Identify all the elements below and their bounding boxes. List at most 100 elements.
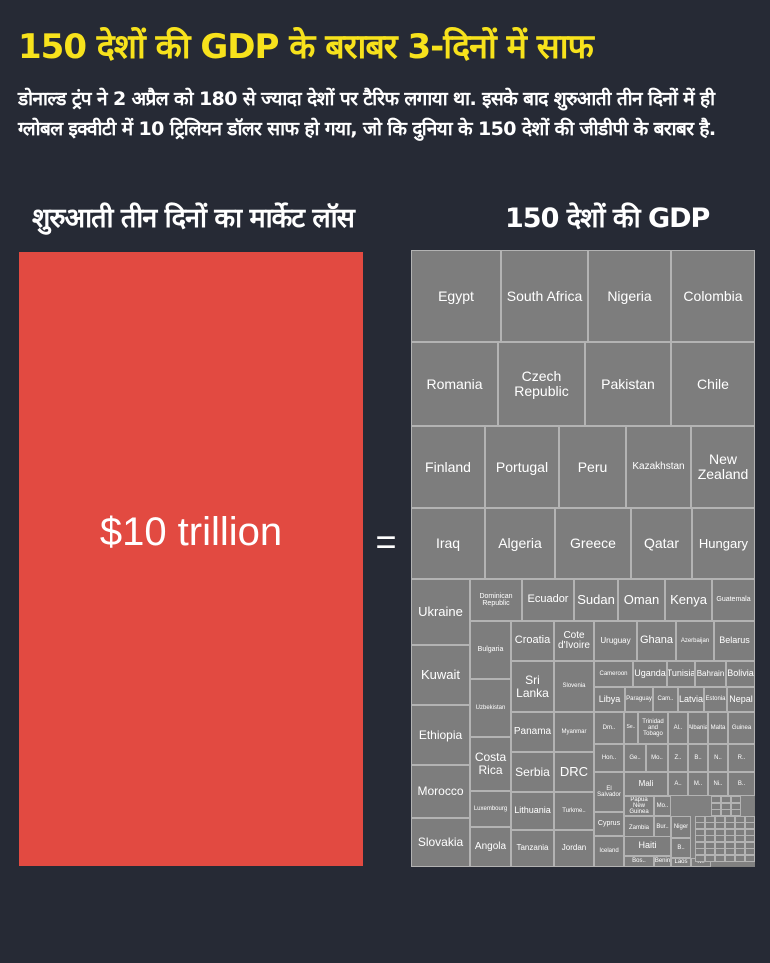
treemap-cell: B..: [688, 744, 708, 772]
treemap-cell: Panama: [511, 712, 554, 752]
treemap-cell: Cyprus: [594, 812, 624, 836]
treemap-cell: Sri Lanka: [511, 661, 554, 712]
treemap-cell: Greece: [555, 508, 631, 579]
treemap-cell: Nepal: [727, 687, 755, 712]
treemap-small-cell: [705, 854, 715, 862]
treemap-cell: Mo..: [654, 796, 671, 816]
treemap-cell: New Zealand: [691, 426, 755, 508]
treemap-cell: Azerbaijan: [676, 621, 714, 661]
treemap-cell: Costa Rica: [470, 737, 511, 791]
subtitle-line-1: डोनाल्ड ट्रंप ने 2 अप्रैल को 180 से ज्या…: [18, 88, 715, 110]
treemap-cell: M..: [688, 772, 708, 796]
treemap-cell: Trinidad and Tobago: [638, 712, 668, 744]
treemap-cell: El Salvador: [594, 772, 624, 812]
subtitle-line-2: ग्लोबल इक्वीटी में 10 ट्रिलियन डॉलर साफ …: [18, 118, 716, 140]
treemap-cell: Finland: [411, 426, 485, 508]
treemap-cell: Chile: [671, 342, 755, 426]
page-title: 150 देशों की GDP के बराबर 3-दिनों में सा…: [18, 27, 594, 67]
treemap-cell: B..: [671, 838, 691, 858]
treemap-cell: Estonia: [704, 687, 727, 712]
treemap-cell: Uganda: [633, 661, 667, 687]
treemap-cell: Ghana: [637, 621, 676, 661]
treemap-cell: B..: [728, 772, 755, 796]
treemap-small-cell: [695, 854, 705, 862]
treemap-cell: Z..: [668, 744, 688, 772]
treemap-cell: Ni..: [708, 772, 728, 796]
loss-value: $10 trillion: [99, 510, 283, 554]
treemap-cell: Algeria: [485, 508, 555, 579]
treemap-cell: DRC: [554, 752, 594, 792]
treemap-cell: Croatia: [511, 621, 554, 661]
gdp-treemap: Egypt South Africa Nigeria Colombia Romania C…: [411, 250, 755, 867]
treemap-cell: Paraguay: [625, 687, 653, 712]
treemap-cell: Turkme..: [554, 792, 594, 830]
treemap-cell: Colombia: [671, 250, 755, 342]
treemap-cell: Tanzania: [511, 830, 554, 867]
treemap-cell: Portugal: [485, 426, 559, 508]
treemap-cell: Se..: [624, 712, 638, 744]
treemap-cell: Kuwait: [411, 645, 470, 705]
treemap-small-cell: [735, 854, 745, 862]
treemap-cell: Tunisia: [667, 661, 695, 687]
treemap-cell: Guinea: [728, 712, 755, 744]
treemap-cell: Bur..: [654, 816, 671, 838]
treemap-cell: Laos: [671, 858, 691, 867]
treemap-cell: Kazakhstan: [626, 426, 691, 508]
treemap-cell: Niger: [671, 816, 691, 838]
treemap-cell: Al..: [668, 712, 688, 744]
treemap-cell: Lithuania: [511, 792, 554, 830]
treemap-cell: Uruguay: [594, 621, 637, 661]
treemap-cell: Bahrain: [695, 661, 726, 687]
treemap-cell: Cameroon: [594, 661, 633, 687]
treemap-cell: Nigeria: [588, 250, 671, 342]
subtitle: डोनाल्ड ट्रंप ने 2 अप्रैल को 180 से ज्या…: [18, 84, 753, 144]
treemap-cell: Hungary: [692, 508, 755, 579]
equals-sign: =: [375, 521, 397, 562]
treemap-cell: South Africa: [501, 250, 588, 342]
treemap-cell: Pakistan: [585, 342, 671, 426]
treemap-cell: Mali: [624, 772, 668, 796]
treemap-cell: Morocco: [411, 765, 470, 818]
treemap-cell: Bulgaria: [470, 621, 511, 679]
treemap-cell: Dominican Republic: [470, 579, 522, 621]
treemap-cell: A..: [668, 772, 688, 796]
treemap-cell: Peru: [559, 426, 626, 508]
treemap-cell: Angola: [470, 827, 511, 867]
treemap-small-cell: [715, 854, 725, 862]
treemap-cell: Mo..: [646, 744, 668, 772]
treemap-cell: Dm..: [594, 712, 624, 744]
treemap-cell: Ge..: [624, 744, 646, 772]
treemap-cell: Ukraine: [411, 579, 470, 645]
treemap-cell: Uzbekistan: [470, 679, 511, 737]
treemap-cell: Jordan: [554, 830, 594, 867]
treemap-cell: Qatar: [631, 508, 692, 579]
treemap-cell: Slovakia: [411, 818, 470, 867]
treemap-cell: Bolivia: [726, 661, 755, 687]
treemap-cell: Malta: [708, 712, 728, 744]
treemap-cell: Guatemala: [712, 579, 755, 621]
treemap-cell: Latvia: [678, 687, 704, 712]
treemap-cell: Ecuador: [522, 579, 574, 621]
treemap-cell: Sudan: [574, 579, 618, 621]
market-loss-box: $10 trillion: [19, 252, 363, 866]
treemap-cell: Belarus: [714, 621, 755, 661]
treemap-cell: Haiti: [624, 836, 671, 856]
treemap-cell: Romania: [411, 342, 498, 426]
left-heading: शुरुआती तीन दिनों का मार्केट लॉस: [32, 203, 355, 234]
treemap-cell: Ethiopia: [411, 705, 470, 765]
treemap-cell: Bos..: [624, 856, 654, 867]
treemap-cell: N..: [708, 744, 728, 772]
treemap-cell: Oman: [618, 579, 665, 621]
treemap-cell: Slovenia: [554, 661, 594, 712]
treemap-cell: R..: [728, 744, 755, 772]
treemap-cell: Papua New Guinea: [624, 796, 654, 816]
treemap-cell: Cam..: [653, 687, 678, 712]
treemap-cell: Luxembourg: [470, 791, 511, 827]
treemap-cell: Cote d'Ivoire: [554, 621, 594, 661]
right-heading: 150 देशों की GDP: [505, 203, 710, 234]
treemap-cell: Egypt: [411, 250, 501, 342]
treemap-cell: Hon..: [594, 744, 624, 772]
treemap-cell: Benin: [654, 856, 671, 867]
treemap-cell: Czech Republic: [498, 342, 585, 426]
treemap-cell: Myanmar: [554, 712, 594, 752]
